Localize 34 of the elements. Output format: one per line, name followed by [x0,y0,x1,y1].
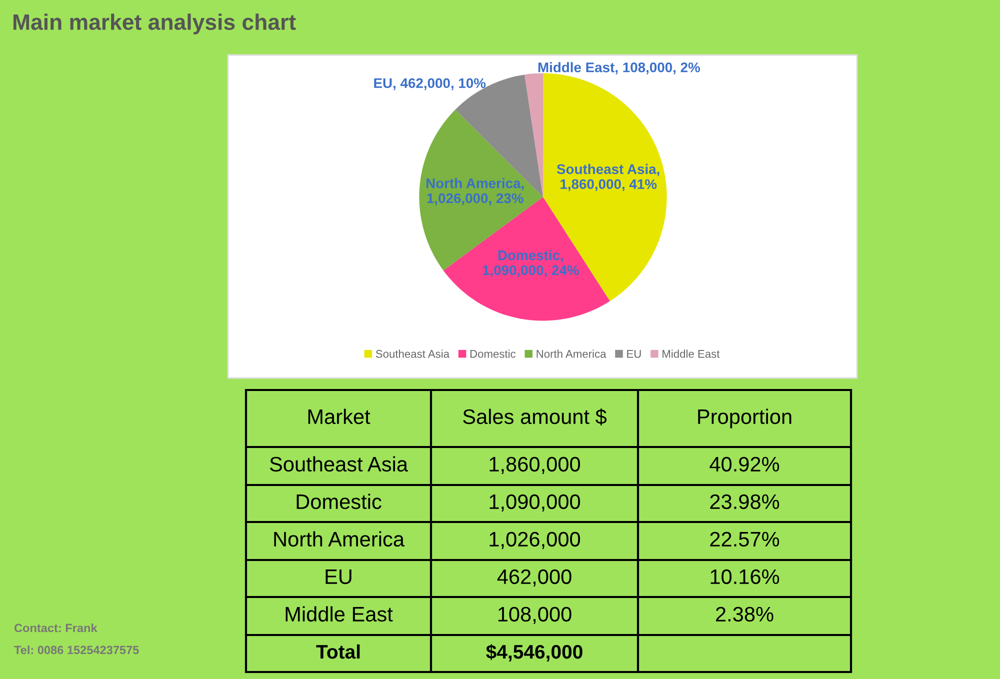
data-label: North America, 1,026,000, 23% [426,178,524,206]
text: 2.38% [716,606,774,622]
text: Main market analysis chart [13,14,296,34]
legend-label: EU [627,350,641,358]
text: 1,860,000 [490,456,580,474]
text: 40.92% [710,456,780,472]
legend-label: Domestic [470,350,516,358]
text: Tel: 0086 15254237575 [14,645,139,654]
legend-label: Southeast Asia [376,350,450,358]
category-label: EU [326,570,352,584]
data-label: Domestic, 1,090,000, 24% [482,250,579,278]
text: 10.16% [710,569,780,584]
text: Contact: Frank [14,623,98,632]
text: Market [308,408,370,424]
text: Total [316,644,360,659]
text: 23.98% [710,494,780,510]
category-label: Domestic [296,494,382,510]
text: $4,546,000 [486,644,582,662]
data-label: Middle East, 108,000, 2% [538,62,700,74]
category-label: Southeast Asia [270,456,408,472]
legend-label: Middle East [662,350,720,358]
text: Proportion [698,408,792,428]
category-label: Middle East [286,606,393,622]
category-label: North America [274,531,404,547]
text: 22.57% [710,532,780,547]
data-label: Southeast Asia, 1,860,000, 41% [556,164,660,192]
pie-slice [524,73,543,197]
data-label: EU, 462,000, 10% [374,78,486,90]
text: 462,000 [497,569,572,587]
text: 1,026,000 [490,532,580,550]
text: 1,090,000 [490,494,580,512]
text: 108,000 [498,606,572,624]
legend-label: North America [536,350,606,358]
text: Sales amount $ [463,408,607,426]
